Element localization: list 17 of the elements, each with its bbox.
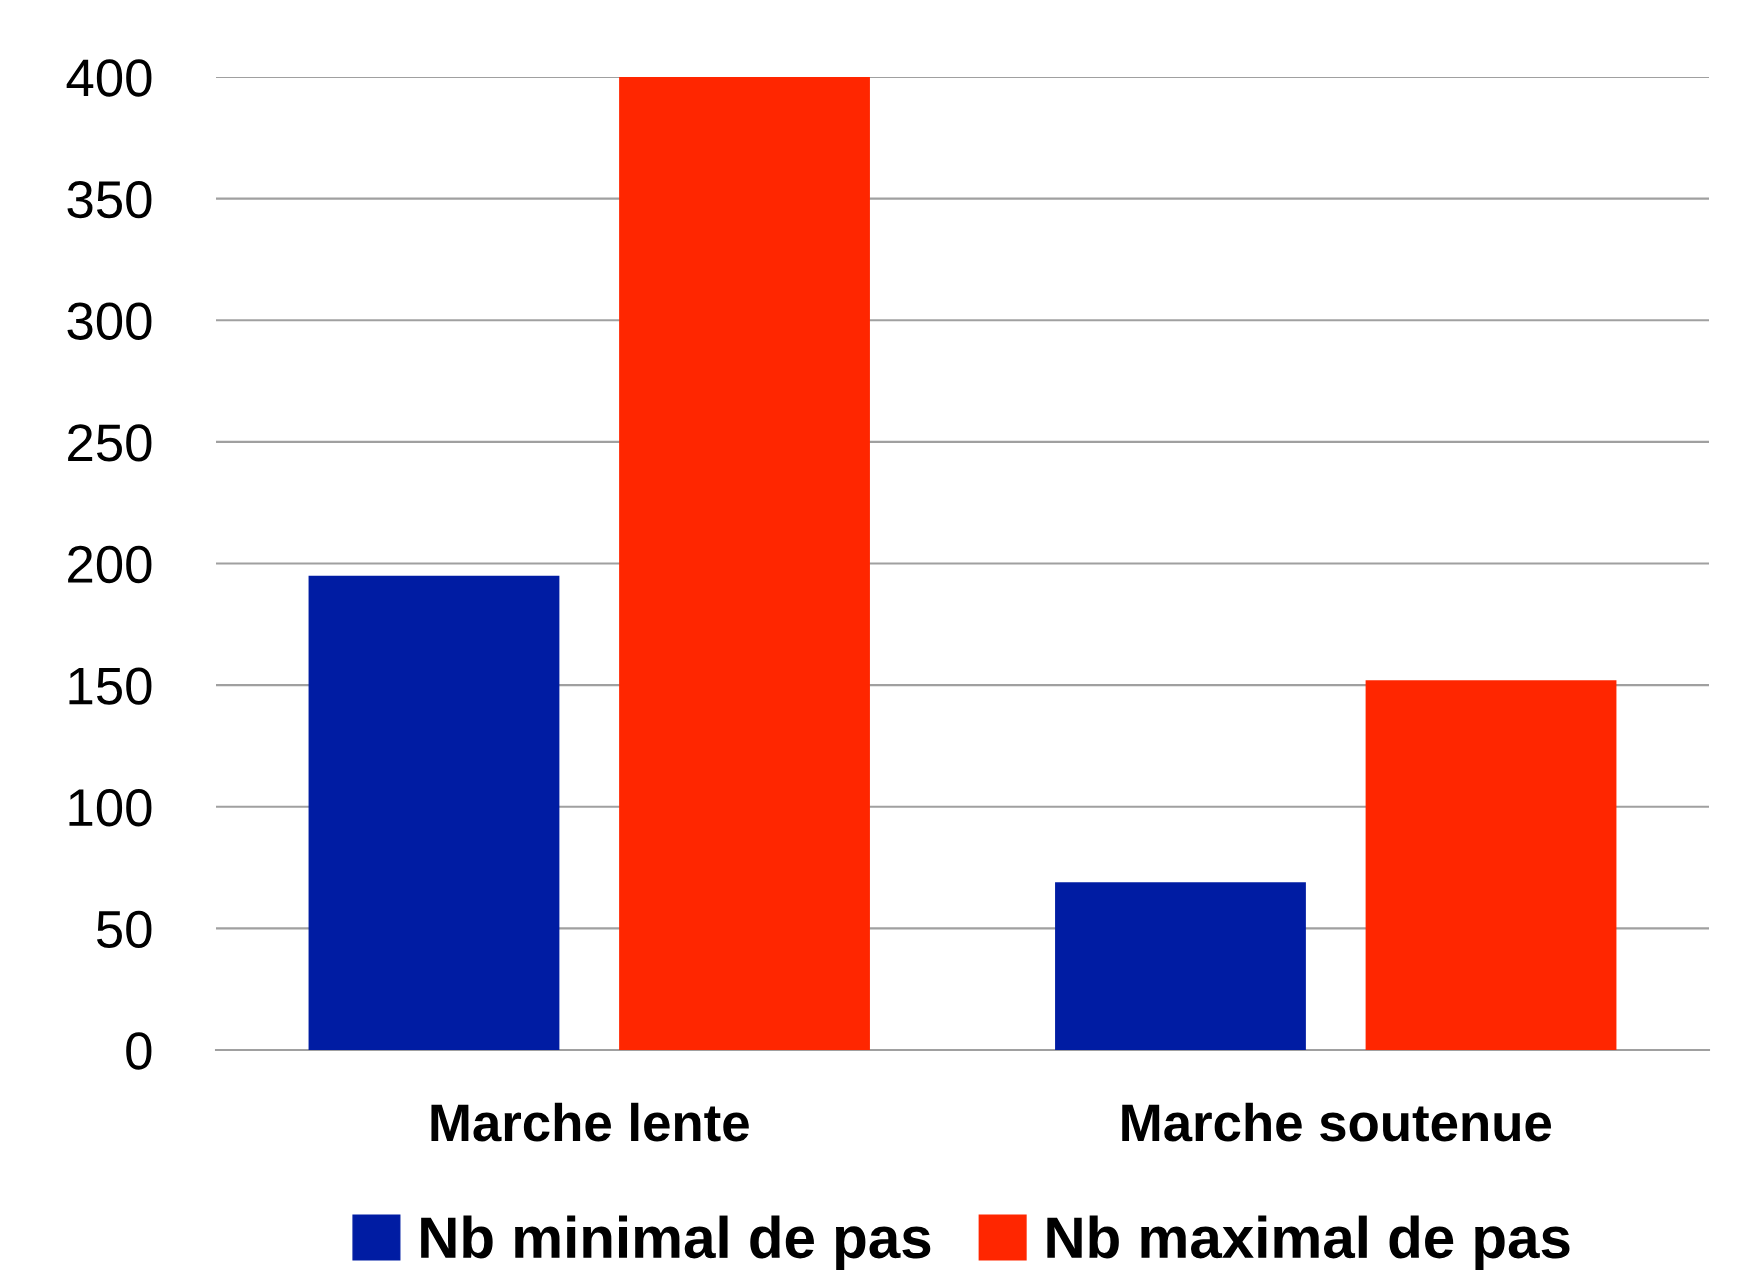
- y-tick-label: 400: [66, 59, 152, 97]
- x-tick-label: Marche lente: [431, 1102, 749, 1142]
- y-tick-label: 150: [69, 667, 152, 705]
- legend-label: Nb minimal de pas: [421, 1215, 931, 1270]
- y-tick-label: 0: [126, 1032, 152, 1070]
- bar: [308, 575, 560, 1050]
- y-tick-label: 200: [68, 545, 152, 584]
- y-tick-label: 50: [96, 910, 152, 949]
- y-tick-label: 100: [69, 789, 152, 827]
- y-tick-label: 300: [67, 302, 152, 340]
- bar: [1055, 882, 1306, 1050]
- legend-label: Nb maximal de pas: [1047, 1215, 1570, 1270]
- bar: [1365, 680, 1617, 1050]
- bar: [619, 77, 870, 1050]
- x-tick-label: Marche soutenue: [1122, 1102, 1551, 1142]
- y-tick-label: 250: [68, 424, 152, 462]
- y-tick-label: 350: [67, 180, 152, 219]
